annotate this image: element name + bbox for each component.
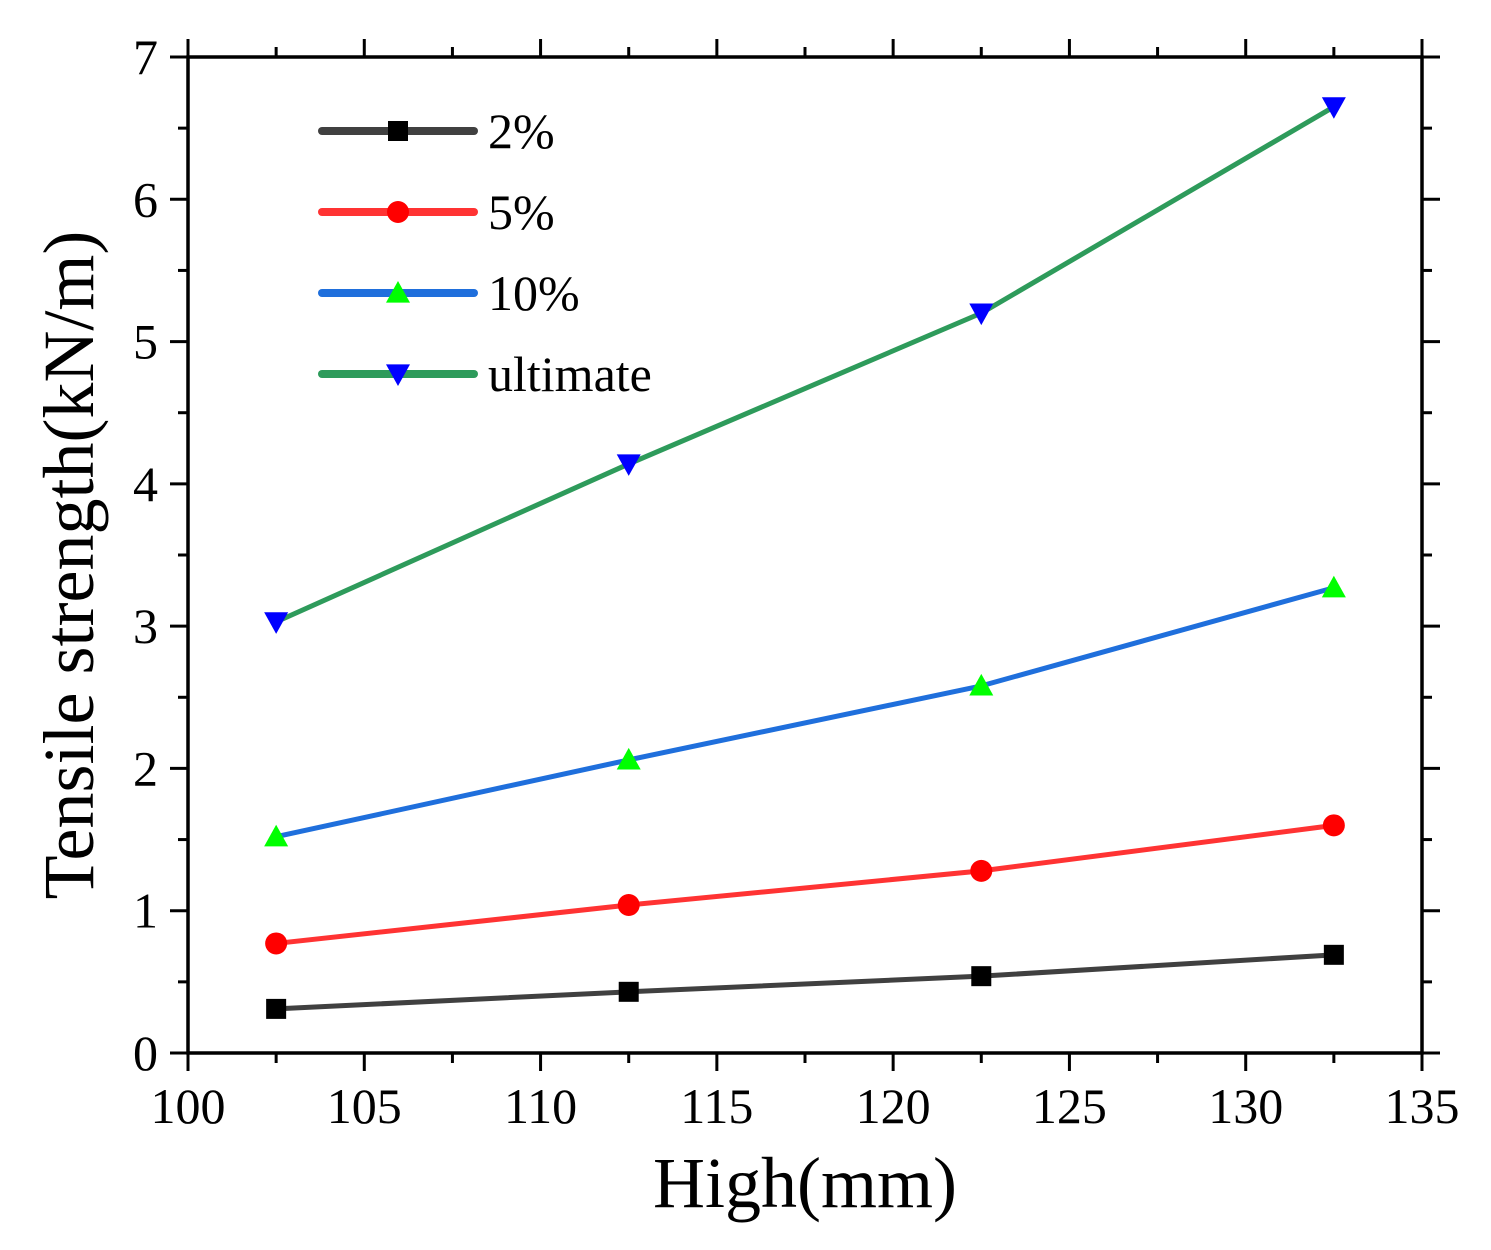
data-point xyxy=(617,894,640,917)
x-tick-label: 100 xyxy=(151,1078,226,1134)
legend-label: 5% xyxy=(488,184,555,240)
x-tick-label: 115 xyxy=(680,1078,753,1134)
y-axis-title: Tensile strength(kN/m) xyxy=(29,231,109,900)
x-tick-label: 120 xyxy=(856,1078,931,1134)
legend-marker xyxy=(386,364,410,386)
y-tick-label: 4 xyxy=(133,456,158,512)
data-point xyxy=(971,966,992,987)
legend-marker xyxy=(386,281,410,303)
tick-labels-group: 100 105 110 115 120 125 130 135 0 1 2 3 4 5 6 7 xyxy=(133,29,1460,1134)
y-tick-label: 7 xyxy=(133,29,158,85)
y-tick-label: 6 xyxy=(133,171,158,227)
x-tick-label: 130 xyxy=(1208,1078,1283,1134)
series-line xyxy=(276,952,1335,1012)
data-point xyxy=(969,303,994,326)
y-tick-label: 1 xyxy=(133,883,158,939)
legend-marker xyxy=(388,121,408,141)
data-point xyxy=(1321,575,1346,598)
series-1 xyxy=(265,814,1345,955)
legend-item-2: 10% xyxy=(318,265,580,321)
plot-series-group xyxy=(264,97,1346,1019)
x-tick-label: 105 xyxy=(327,1078,402,1134)
data-point xyxy=(264,824,289,847)
data-point xyxy=(264,612,289,634)
legend-item-3: ultimate xyxy=(318,346,652,402)
y-tick-label: 3 xyxy=(133,598,158,654)
axis-ticks-group xyxy=(170,39,1440,1071)
data-point xyxy=(616,454,641,476)
legend-item-0: 2% xyxy=(318,103,555,159)
data-point xyxy=(1321,97,1346,119)
series-line xyxy=(275,585,1335,840)
data-point xyxy=(970,859,993,882)
legend-marker xyxy=(387,201,409,223)
legend-label: 2% xyxy=(488,103,555,159)
data-point xyxy=(266,998,287,1019)
data-point xyxy=(969,673,994,696)
series-2 xyxy=(264,575,1346,847)
x-tick-label: 135 xyxy=(1385,1078,1460,1134)
series-line xyxy=(275,822,1335,946)
data-point xyxy=(616,747,641,770)
data-point xyxy=(1323,944,1344,965)
x-tick-label: 125 xyxy=(1032,1078,1107,1134)
y-tick-label: 0 xyxy=(133,1025,158,1081)
legend-label: 10% xyxy=(488,265,580,321)
series-line xyxy=(275,104,1336,625)
plot-frame xyxy=(186,55,1424,1055)
y-tick-label: 5 xyxy=(133,314,158,370)
x-axis-title: High(mm) xyxy=(653,1143,957,1223)
data-point xyxy=(265,932,288,955)
legend-item-1: 5% xyxy=(318,184,555,240)
series-0 xyxy=(266,944,1344,1019)
data-point xyxy=(1322,814,1345,837)
legend: 2% 5% 10% ultimate xyxy=(318,103,652,402)
y-tick-label: 2 xyxy=(133,740,158,796)
data-point xyxy=(618,981,639,1002)
x-tick-label: 110 xyxy=(504,1078,577,1134)
series-3 xyxy=(264,97,1346,634)
legend-label: ultimate xyxy=(488,346,652,402)
